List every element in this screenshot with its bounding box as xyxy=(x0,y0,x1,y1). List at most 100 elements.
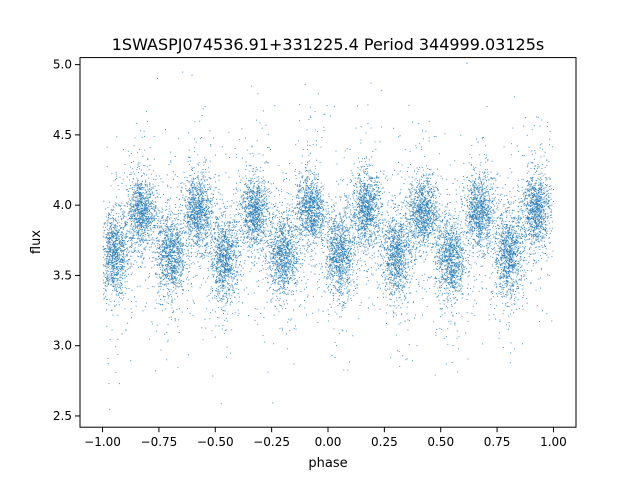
data-point xyxy=(104,282,106,284)
data-point xyxy=(129,267,131,269)
data-point xyxy=(136,185,138,187)
data-point xyxy=(219,233,220,235)
data-point xyxy=(192,214,194,216)
data-point xyxy=(104,288,106,290)
data-point xyxy=(175,259,176,261)
data-point xyxy=(240,252,241,254)
data-point xyxy=(133,205,135,207)
data-point xyxy=(160,349,162,351)
data-point xyxy=(138,192,140,193)
data-point xyxy=(137,162,139,164)
data-point xyxy=(198,265,200,267)
data-point xyxy=(146,229,148,231)
data-point xyxy=(138,166,140,167)
data-point xyxy=(239,233,241,235)
data-point xyxy=(227,269,228,271)
data-point xyxy=(231,283,233,285)
data-point xyxy=(205,225,207,227)
data-point xyxy=(114,249,116,251)
data-point xyxy=(223,260,224,262)
data-point xyxy=(114,260,116,262)
data-point xyxy=(103,249,105,250)
data-point xyxy=(105,290,107,292)
data-point xyxy=(199,183,201,185)
data-point xyxy=(235,247,237,249)
data-point xyxy=(144,222,146,224)
data-point xyxy=(138,191,140,193)
data-point xyxy=(166,235,168,236)
data-point xyxy=(146,191,147,193)
data-point xyxy=(190,208,192,209)
data-point xyxy=(185,215,187,216)
data-point xyxy=(165,265,167,267)
data-point xyxy=(189,216,191,218)
data-point xyxy=(138,245,140,247)
data-point xyxy=(134,173,136,175)
data-point xyxy=(174,174,176,176)
data-point xyxy=(209,201,211,203)
data-point xyxy=(132,206,134,208)
data-point xyxy=(141,224,143,225)
data-point xyxy=(112,255,114,257)
data-point xyxy=(205,248,207,250)
data-point xyxy=(122,242,124,243)
data-point xyxy=(172,301,173,303)
data-point xyxy=(193,179,195,181)
data-point xyxy=(144,207,146,209)
data-point xyxy=(159,264,161,266)
data-point xyxy=(195,234,197,235)
data-point xyxy=(225,275,227,277)
data-point xyxy=(215,290,217,292)
data-point xyxy=(215,238,217,240)
data-point xyxy=(180,242,182,243)
data-point xyxy=(151,243,153,245)
data-point xyxy=(235,257,237,259)
data-point xyxy=(148,201,150,203)
data-point xyxy=(112,230,114,232)
data-point xyxy=(201,227,203,229)
data-point xyxy=(235,226,237,228)
data-point xyxy=(154,307,156,309)
data-point xyxy=(195,242,196,244)
data-point xyxy=(206,179,208,181)
data-point xyxy=(178,258,180,260)
data-point xyxy=(191,223,193,225)
data-point xyxy=(220,212,222,214)
data-point xyxy=(219,267,221,269)
data-point xyxy=(153,206,155,208)
data-point xyxy=(160,304,162,306)
data-point xyxy=(114,238,116,239)
data-point xyxy=(196,208,198,210)
data-point xyxy=(116,293,117,295)
data-point xyxy=(144,210,146,212)
data-point xyxy=(128,240,129,242)
data-point xyxy=(141,175,143,176)
data-point xyxy=(131,211,133,213)
data-point xyxy=(134,137,136,139)
data-point xyxy=(151,234,152,236)
data-point xyxy=(114,284,116,286)
data-point xyxy=(216,257,218,259)
data-point xyxy=(196,237,198,239)
data-point xyxy=(121,202,123,204)
data-point xyxy=(176,231,178,233)
data-point xyxy=(130,172,132,174)
data-point xyxy=(241,265,242,267)
data-point xyxy=(200,212,202,214)
data-point xyxy=(166,276,167,278)
data-point xyxy=(206,255,208,257)
data-point xyxy=(144,135,145,137)
data-point xyxy=(189,266,191,268)
data-point xyxy=(173,252,175,254)
data-point xyxy=(135,301,137,303)
data-point xyxy=(113,240,115,242)
data-point xyxy=(203,193,204,194)
data-point xyxy=(186,212,188,213)
data-point xyxy=(139,227,141,229)
data-point xyxy=(125,254,127,256)
data-point xyxy=(149,194,151,196)
data-point xyxy=(118,255,120,257)
data-point xyxy=(147,185,149,187)
data-point xyxy=(221,230,223,232)
data-point xyxy=(200,201,202,203)
